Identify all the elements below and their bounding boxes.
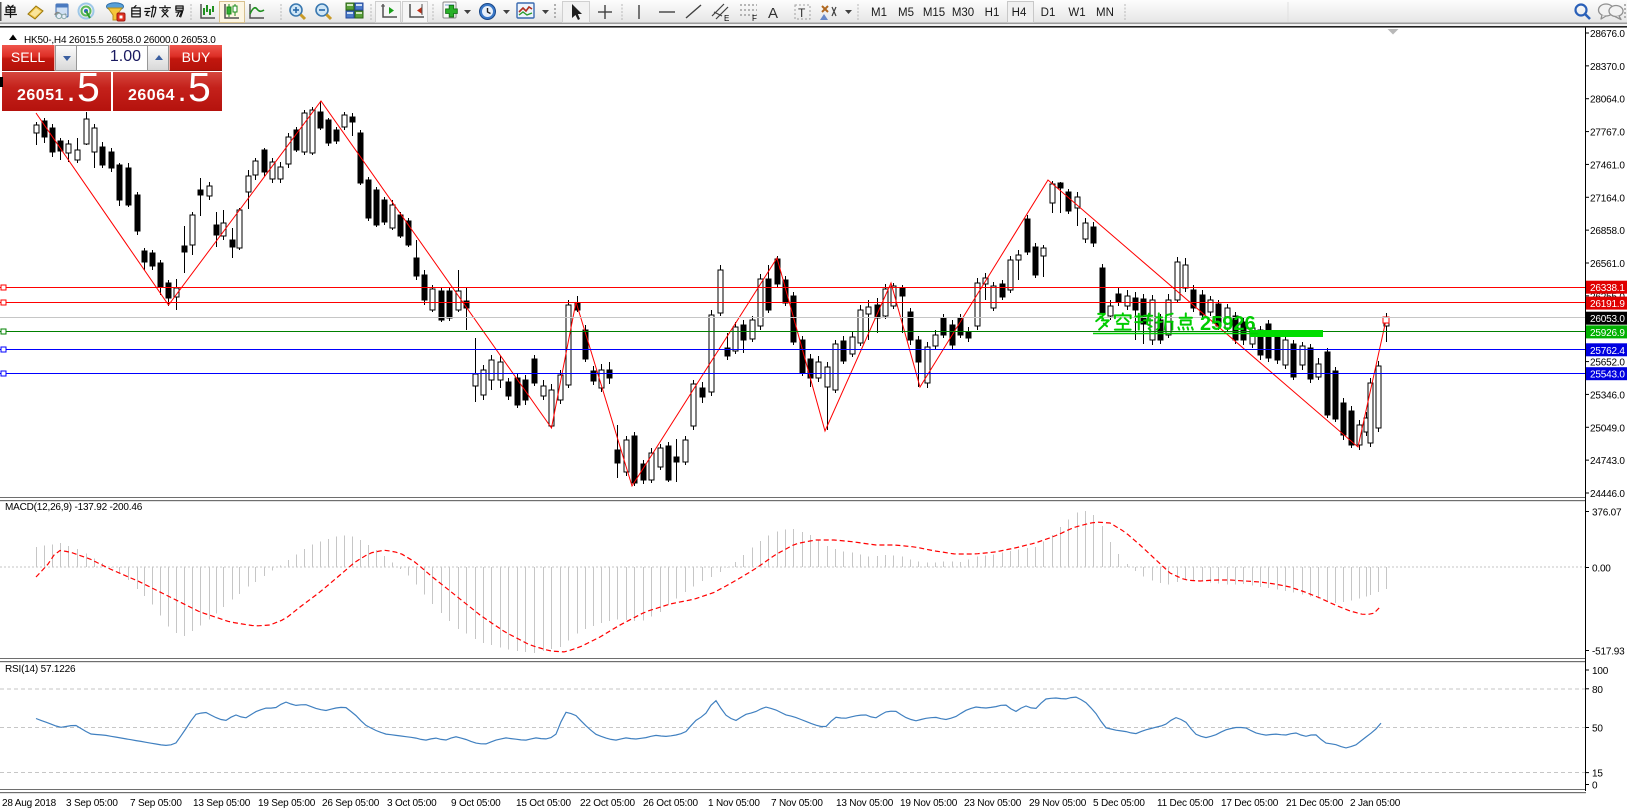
svg-text:26858.0: 26858.0	[1590, 226, 1625, 237]
svg-text:26191.9: 26191.9	[1590, 299, 1625, 310]
svg-text:28370.0: 28370.0	[1590, 62, 1625, 73]
svg-text:100: 100	[1592, 666, 1609, 677]
svg-text:7 Nov 05:00: 7 Nov 05:00	[771, 798, 823, 809]
svg-text:MACD(12,26,9) -137.92 -200.46: MACD(12,26,9) -137.92 -200.46	[5, 502, 143, 513]
svg-text:9 Oct 05:00: 9 Oct 05:00	[451, 798, 501, 809]
svg-text:RSI(14) 57.1226: RSI(14) 57.1226	[5, 664, 76, 675]
svg-text:5 Dec 05:00: 5 Dec 05:00	[1093, 798, 1145, 809]
svg-text:E: E	[724, 14, 729, 23]
svg-text:W1: W1	[1068, 7, 1085, 19]
svg-text:24446.0: 24446.0	[1590, 489, 1625, 500]
svg-text:17 Dec 05:00: 17 Dec 05:00	[1221, 798, 1279, 809]
svg-text:19 Nov 05:00: 19 Nov 05:00	[900, 798, 958, 809]
svg-text:25762.4: 25762.4	[1590, 346, 1625, 357]
svg-text:M30: M30	[952, 7, 974, 19]
svg-text:0.00: 0.00	[1592, 564, 1611, 575]
svg-text:80: 80	[1592, 685, 1603, 696]
svg-text:376.07: 376.07	[1592, 508, 1622, 519]
svg-text:24743.0: 24743.0	[1590, 456, 1625, 467]
svg-text:26053.0: 26053.0	[1590, 314, 1625, 325]
svg-text:13 Nov 05:00: 13 Nov 05:00	[836, 798, 894, 809]
svg-text:26561.0: 26561.0	[1590, 259, 1625, 270]
svg-text:MN: MN	[1096, 7, 1114, 19]
svg-text:27767.0: 27767.0	[1590, 128, 1625, 139]
svg-text:3 Sep 05:00: 3 Sep 05:00	[66, 798, 118, 809]
svg-text:50: 50	[1592, 724, 1603, 735]
svg-text:H4: H4	[1012, 7, 1027, 19]
svg-text:25049.0: 25049.0	[1590, 423, 1625, 434]
svg-text:25346.0: 25346.0	[1590, 390, 1625, 401]
svg-text:27461.0: 27461.0	[1590, 160, 1625, 171]
svg-text:29 Nov 05:00: 29 Nov 05:00	[1029, 798, 1087, 809]
svg-text:H1: H1	[985, 7, 1000, 19]
svg-text:M15: M15	[923, 7, 945, 19]
svg-text:15: 15	[1592, 769, 1603, 780]
svg-text:26 Oct 05:00: 26 Oct 05:00	[643, 798, 698, 809]
svg-text:28676.0: 28676.0	[1590, 29, 1625, 40]
svg-text:23 Nov 05:00: 23 Nov 05:00	[964, 798, 1022, 809]
svg-text:28064.0: 28064.0	[1590, 95, 1625, 106]
svg-text:T: T	[798, 6, 806, 20]
svg-text:-517.93: -517.93	[1592, 647, 1625, 658]
svg-text:28 Aug 2018: 28 Aug 2018	[2, 798, 57, 809]
svg-text:3 Oct 05:00: 3 Oct 05:00	[387, 798, 437, 809]
svg-text:25652.0: 25652.0	[1590, 358, 1625, 369]
svg-text:26 Sep 05:00: 26 Sep 05:00	[322, 798, 380, 809]
svg-text:22 Oct 05:00: 22 Oct 05:00	[580, 798, 635, 809]
svg-text:13 Sep 05:00: 13 Sep 05:00	[193, 798, 251, 809]
svg-text:0: 0	[1592, 781, 1598, 792]
svg-text:2 Jan 05:00: 2 Jan 05:00	[1350, 798, 1401, 809]
svg-text:26338.1: 26338.1	[1590, 283, 1625, 294]
svg-text:25543.0: 25543.0	[1590, 370, 1625, 381]
svg-text:11 Dec 05:00: 11 Dec 05:00	[1157, 798, 1214, 809]
svg-text:D1: D1	[1041, 7, 1056, 19]
svg-text:M1: M1	[871, 7, 887, 19]
svg-text:25926.9: 25926.9	[1590, 328, 1625, 339]
svg-text:M5: M5	[898, 7, 914, 19]
svg-text:25926: 25926	[1200, 313, 1256, 335]
svg-text:7 Sep 05:00: 7 Sep 05:00	[130, 798, 182, 809]
svg-text:1 Nov 05:00: 1 Nov 05:00	[708, 798, 760, 809]
svg-text:21 Dec 05:00: 21 Dec 05:00	[1286, 798, 1344, 809]
svg-text:19 Sep 05:00: 19 Sep 05:00	[258, 798, 316, 809]
svg-text:HK50-,H4 26015.5 26058.0 2600: HK50-,H4 26015.5 26058.0 26000.0 26053.0	[24, 35, 216, 46]
svg-text:27164.0: 27164.0	[1590, 193, 1625, 204]
svg-text:A: A	[768, 5, 778, 22]
svg-text:F: F	[752, 14, 757, 23]
svg-text:15 Oct 05:00: 15 Oct 05:00	[516, 798, 571, 809]
